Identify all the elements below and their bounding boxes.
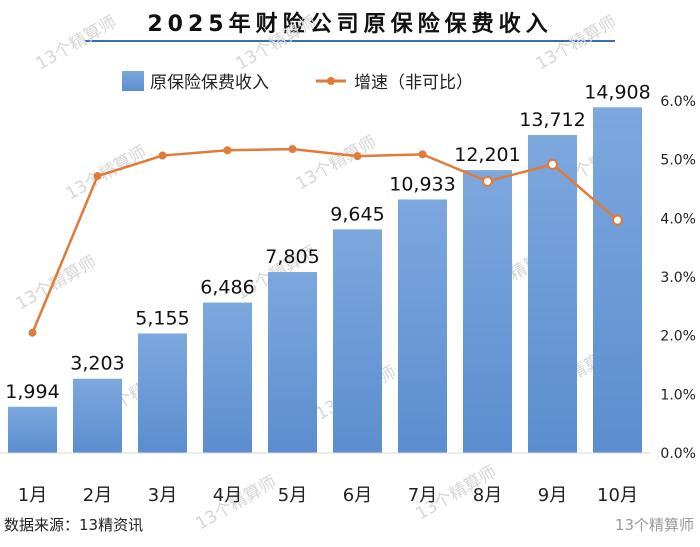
- growth-rate-point-9: [547, 158, 558, 170]
- x-tick-label: 4月: [213, 485, 242, 506]
- growth-rate-point-7: [418, 150, 427, 159]
- y-right-tick-label: 5.0%: [660, 153, 696, 169]
- bar-value-label: 7,805: [265, 246, 319, 268]
- bar-value-label: 10,933: [389, 173, 455, 195]
- x-tick-label: 9月: [538, 485, 567, 506]
- bar-premium-3: [138, 333, 187, 453]
- data-source-note: 数据来源：13精资讯: [4, 516, 144, 534]
- bar-premium-10: [593, 107, 642, 454]
- bar-value-label: 13,712: [519, 109, 585, 131]
- x-tick-label: 5月: [278, 485, 307, 506]
- growth-rate-point-3: [158, 151, 167, 160]
- x-tick-label: 3月: [148, 485, 177, 506]
- growth-rate-point-5: [288, 145, 297, 154]
- watermark-text: 13个精算师: [33, 12, 121, 74]
- legend-line-marker: [327, 77, 335, 85]
- x-tick-label: 2月: [83, 485, 112, 506]
- y-right-tick-label: 3.0%: [660, 270, 696, 286]
- bar-premium-7: [398, 199, 447, 453]
- watermark-text: 13个精算师: [293, 132, 381, 194]
- growth-rate-point-1: [28, 328, 37, 337]
- legend-line-label: 增速（非可比）: [354, 73, 473, 93]
- bar-premium-6: [333, 229, 382, 453]
- title-underline: [85, 40, 615, 42]
- bar-value-label: 6,486: [200, 277, 254, 299]
- x-tick-label: 7月: [408, 485, 437, 506]
- x-tick-label: 6月: [343, 485, 372, 506]
- legend: 原保险保费收入 增速（非可比）: [122, 71, 473, 93]
- growth-rate-point-4: [223, 146, 232, 155]
- x-tick-label: 1月: [18, 485, 47, 506]
- bar-premium-4: [203, 302, 252, 453]
- y-right-tick-label: 0.0%: [660, 446, 696, 462]
- bar-value-label: 5,155: [135, 307, 189, 329]
- bar-value-label: 12,201: [454, 144, 520, 166]
- legend-bar-label: 原保险保费收入: [150, 73, 269, 93]
- bar-premium-9: [528, 135, 577, 454]
- growth-rate-point-8: [482, 175, 493, 187]
- y-right-tick-label: 6.0%: [660, 94, 696, 110]
- growth-rate-point-10: [612, 214, 623, 226]
- growth-rate-point-2: [93, 172, 102, 181]
- legend-bar-swatch: [122, 71, 144, 91]
- bar-value-label: 14,908: [584, 81, 650, 103]
- x-tick-label: 10月: [597, 485, 638, 506]
- bar-value-label: 1,994: [5, 381, 59, 403]
- chart-title: 2025年财险公司原保险保费收入: [147, 12, 553, 37]
- bar-value-label: 3,203: [70, 353, 124, 375]
- watermark-text: 13个精算师: [533, 12, 621, 74]
- growth-rate-line: [31, 147, 619, 334]
- bar-premium-2: [73, 378, 122, 453]
- y-right-tick-label: 1.0%: [660, 387, 696, 403]
- bar-premium-1: [8, 406, 57, 453]
- bar-value-label: 9,645: [330, 203, 384, 225]
- watermark-text: 13个精算师: [13, 252, 101, 314]
- y-right-tick-label: 2.0%: [660, 329, 696, 345]
- x-tick-label: 8月: [473, 485, 502, 506]
- bar-premium-8: [463, 170, 512, 454]
- bar-premium-5: [268, 272, 317, 453]
- y-right-tick-label: 4.0%: [660, 211, 696, 227]
- growth-rate-point-6: [353, 152, 362, 161]
- brand-watermark: 13个精算师: [614, 516, 694, 534]
- watermark-text: 13个精算师: [233, 12, 321, 74]
